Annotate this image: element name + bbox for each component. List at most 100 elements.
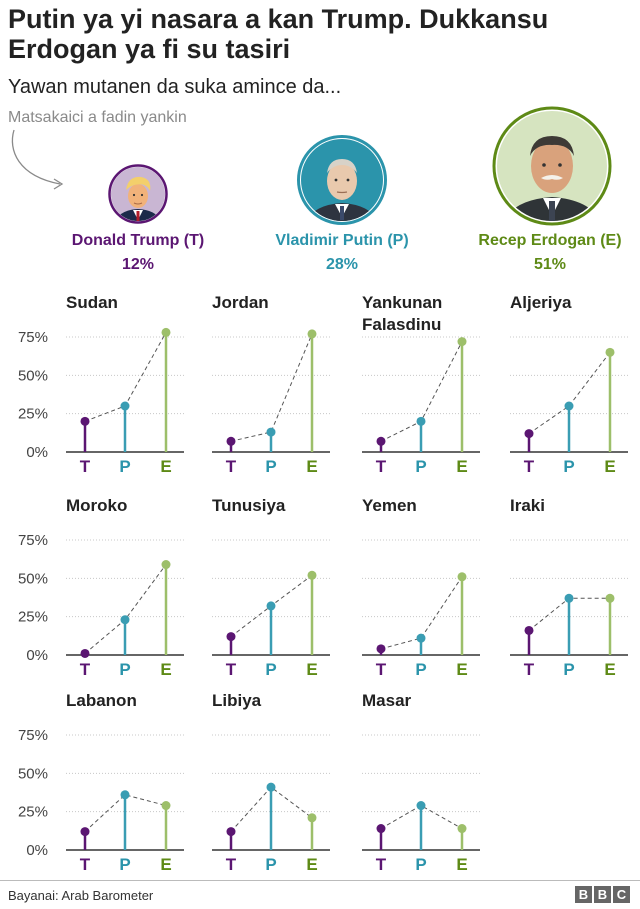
x-tick-label: T <box>80 660 91 679</box>
x-tick-label: E <box>456 457 467 476</box>
x-tick-label: P <box>415 457 426 476</box>
panel-title: Iraki <box>510 496 545 515</box>
x-tick-label: E <box>160 457 171 476</box>
value-dot <box>457 824 467 834</box>
value-dot <box>80 827 90 837</box>
value-dot <box>80 416 90 426</box>
value-dot <box>120 790 130 800</box>
candidate-name-erdogan: Recep Erdogan (E) <box>478 232 622 249</box>
x-tick-label: E <box>160 660 171 679</box>
value-dot <box>376 436 386 446</box>
panel-title: Yankunan <box>362 293 442 312</box>
candidate-name-putin: Vladimir Putin (P) <box>275 232 409 249</box>
value-dot <box>457 572 467 582</box>
x-tick-label: P <box>265 457 276 476</box>
panel-title: Sudan <box>66 293 118 312</box>
value-dot <box>161 327 171 337</box>
x-tick-label: E <box>456 660 467 679</box>
x-tick-label: T <box>80 855 91 874</box>
chart-title: Putin ya yi nasara a kan Trump. Dukkansu… <box>8 4 549 64</box>
value-dot <box>376 644 386 654</box>
value-dot <box>80 648 90 658</box>
x-tick-label: T <box>226 660 237 679</box>
y-tick-label: 50% <box>18 765 48 782</box>
value-dot <box>416 416 426 426</box>
series-connector <box>528 352 611 435</box>
x-tick-label: T <box>524 457 535 476</box>
x-tick-label: T <box>376 457 387 476</box>
x-tick-label: P <box>563 457 574 476</box>
value-dot <box>376 824 386 834</box>
y-tick-label: 50% <box>18 367 48 384</box>
y-tick-label: 75% <box>18 532 48 549</box>
panel-title: Tunusiya <box>212 496 286 515</box>
y-tick-label: 25% <box>18 804 48 821</box>
value-dot <box>120 615 130 625</box>
x-tick-label: T <box>80 457 91 476</box>
panel-title: Masar <box>362 691 412 710</box>
x-tick-label: P <box>265 660 276 679</box>
small-multiples-chart: Sudan 0% 25% 50% 75% T P E Jordan T P E Yankunan Fala… <box>18 293 628 874</box>
value-dot <box>161 560 171 570</box>
y-tick-label: 25% <box>18 406 48 423</box>
value-dot <box>564 401 574 411</box>
trump-portrait <box>108 164 168 224</box>
value-dot <box>524 429 534 439</box>
x-tick-label: P <box>415 660 426 679</box>
x-tick-label: T <box>524 660 535 679</box>
y-tick-label: 0% <box>26 444 48 461</box>
x-tick-label: P <box>563 660 574 679</box>
candidate-pct-erdogan: 51% <box>533 256 567 273</box>
value-dot <box>161 801 171 811</box>
value-dot <box>605 347 615 357</box>
value-dot <box>307 813 317 823</box>
x-tick-label: T <box>226 457 237 476</box>
x-tick-label: E <box>160 855 171 874</box>
value-dot <box>226 436 236 446</box>
series-connector <box>230 333 313 442</box>
x-tick-label: T <box>376 660 387 679</box>
value-dot <box>307 329 317 339</box>
panel-title: Falasdinu <box>362 315 441 334</box>
y-tick-label: 0% <box>26 842 48 859</box>
x-tick-label: E <box>306 457 317 476</box>
y-tick-label: 25% <box>18 609 48 626</box>
value-dot <box>266 427 276 437</box>
candidate-name-trump: Donald Trump (T) <box>71 232 205 249</box>
putin-portrait <box>297 135 387 225</box>
y-tick-label: 75% <box>18 727 48 744</box>
candidate-pct-trump: 12% <box>121 256 155 273</box>
candidate-pct-putin: 28% <box>325 256 359 273</box>
panel-title: Jordan <box>212 293 269 312</box>
value-dot <box>524 625 534 635</box>
value-dot <box>226 632 236 642</box>
value-dot <box>120 401 130 411</box>
erdogan-portrait <box>492 106 612 226</box>
x-tick-label: E <box>456 855 467 874</box>
logo-letter: B <box>575 886 592 903</box>
x-tick-label: E <box>604 457 615 476</box>
x-tick-label: E <box>306 855 317 874</box>
series-connector <box>380 804 463 829</box>
panel-title: Labanon <box>66 691 137 710</box>
x-tick-label: T <box>226 855 237 874</box>
y-tick-label: 0% <box>26 647 48 664</box>
value-dot <box>226 827 236 837</box>
value-dot <box>457 337 467 347</box>
panel-title: Libiya <box>212 691 262 710</box>
x-tick-label: E <box>306 660 317 679</box>
x-tick-label: P <box>265 855 276 874</box>
value-dot <box>266 601 276 611</box>
x-tick-label: E <box>604 660 615 679</box>
value-dot <box>416 633 426 643</box>
value-dot <box>605 593 615 603</box>
curved-arrow-icon <box>11 129 64 190</box>
panel-title: Yemen <box>362 496 417 515</box>
panel-title: Moroko <box>66 496 127 515</box>
x-tick-label: P <box>119 457 130 476</box>
x-tick-label: P <box>415 855 426 874</box>
bbc-logo: B B C <box>575 886 630 903</box>
footer-divider <box>0 880 640 881</box>
value-dot <box>266 782 276 792</box>
x-tick-label: T <box>376 855 387 874</box>
